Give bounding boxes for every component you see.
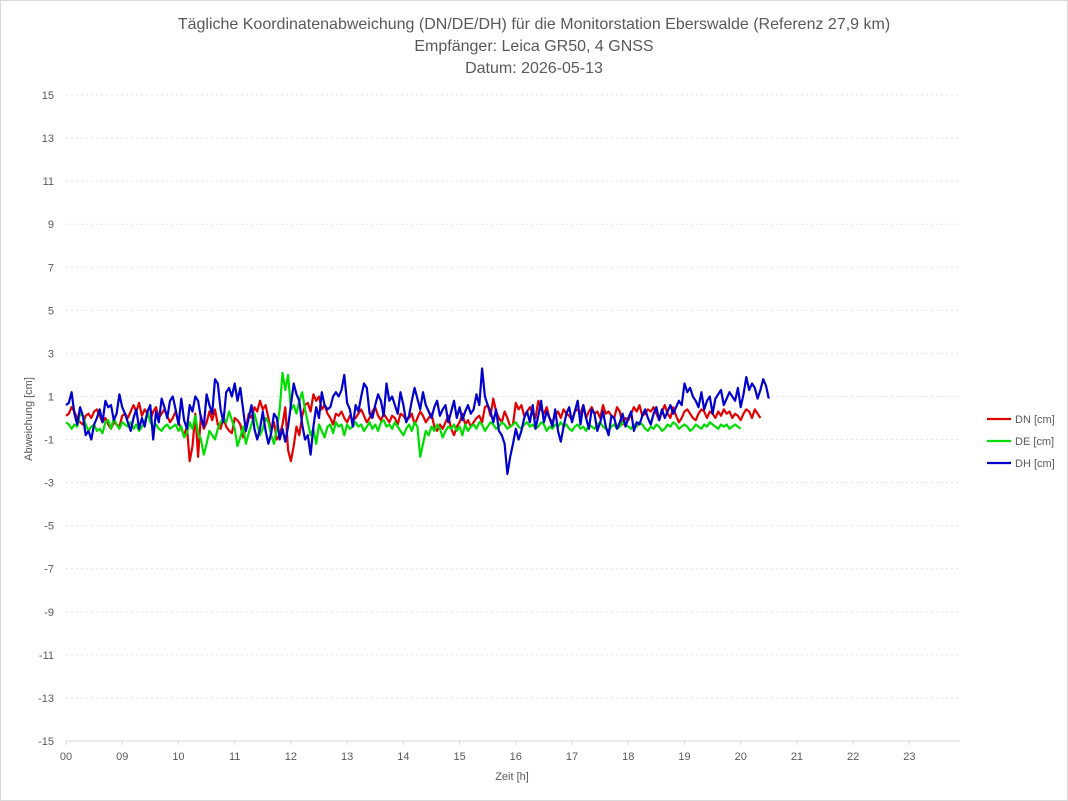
x-tick-label: 20 (735, 751, 747, 763)
x-tick-label: 17 (566, 751, 578, 763)
x-tick-label: 16 (510, 751, 522, 763)
x-tick-label: 13 (341, 751, 353, 763)
y-tick-label: -5 (44, 521, 54, 533)
legend-label: DN [cm] (1015, 414, 1055, 426)
x-axis-ticks: 00 09 10 11 12 13 14 15 16 17 18 19 20 21 22 23 (60, 741, 916, 763)
x-axis-title: Zeit [h] (495, 771, 529, 783)
series-line-dh (65, 367, 770, 476)
y-tick-label: 9 (48, 219, 54, 231)
legend-label: DE [cm] (1015, 436, 1054, 448)
y-tick-label: 3 (48, 348, 54, 360)
y-tick-label: 7 (48, 262, 54, 274)
legend-label: DH [cm] (1015, 458, 1055, 470)
y-tick-label: -13 (38, 693, 54, 705)
chart-subtitle-receiver: Empfänger: Leica GR50, 4 GNSS (414, 38, 653, 55)
x-tick-label: 00 (60, 751, 72, 763)
y-tick-label: -15 (38, 736, 54, 748)
chart-title: Tägliche Koordinatenabweichung (DN/DE/DH… (178, 16, 890, 33)
y-axis-title: Abweichung [cm] (23, 377, 35, 461)
x-tick-label: 09 (116, 751, 128, 763)
y-tick-label: -1 (44, 435, 54, 447)
y-tick-label: 1 (48, 391, 54, 403)
legend: DN [cm] DE [cm] DH [cm] (987, 414, 1055, 470)
x-tick-label: 12 (285, 751, 297, 763)
series-line-de (65, 371, 742, 458)
series-lines (65, 367, 770, 476)
y-tick-label: -11 (39, 650, 54, 662)
y-tick-label: -7 (44, 564, 54, 576)
x-tick-label: 22 (847, 751, 859, 763)
y-tick-label: -3 (44, 478, 54, 490)
x-tick-label: 19 (678, 751, 690, 763)
y-axis-ticks: 15 13 11 9 7 5 3 1 -1 -3 -5 -7 -9 -11 -13 -15 (38, 90, 54, 748)
y-tick-label: -9 (44, 607, 54, 619)
x-tick-label: 11 (229, 751, 240, 763)
y-tick-label: 15 (42, 90, 54, 102)
x-tick-label: 15 (453, 751, 465, 763)
x-tick-label: 10 (172, 751, 184, 763)
x-tick-label: 14 (397, 751, 409, 763)
x-tick-label: 21 (791, 751, 803, 763)
y-tick-label: 5 (48, 305, 54, 317)
chart-subtitle-date: Datum: 2026-05-13 (465, 60, 603, 77)
y-tick-label: 11 (43, 176, 54, 188)
y-tick-label: 13 (42, 133, 54, 145)
x-tick-label: 23 (903, 751, 915, 763)
x-tick-label: 18 (622, 751, 634, 763)
